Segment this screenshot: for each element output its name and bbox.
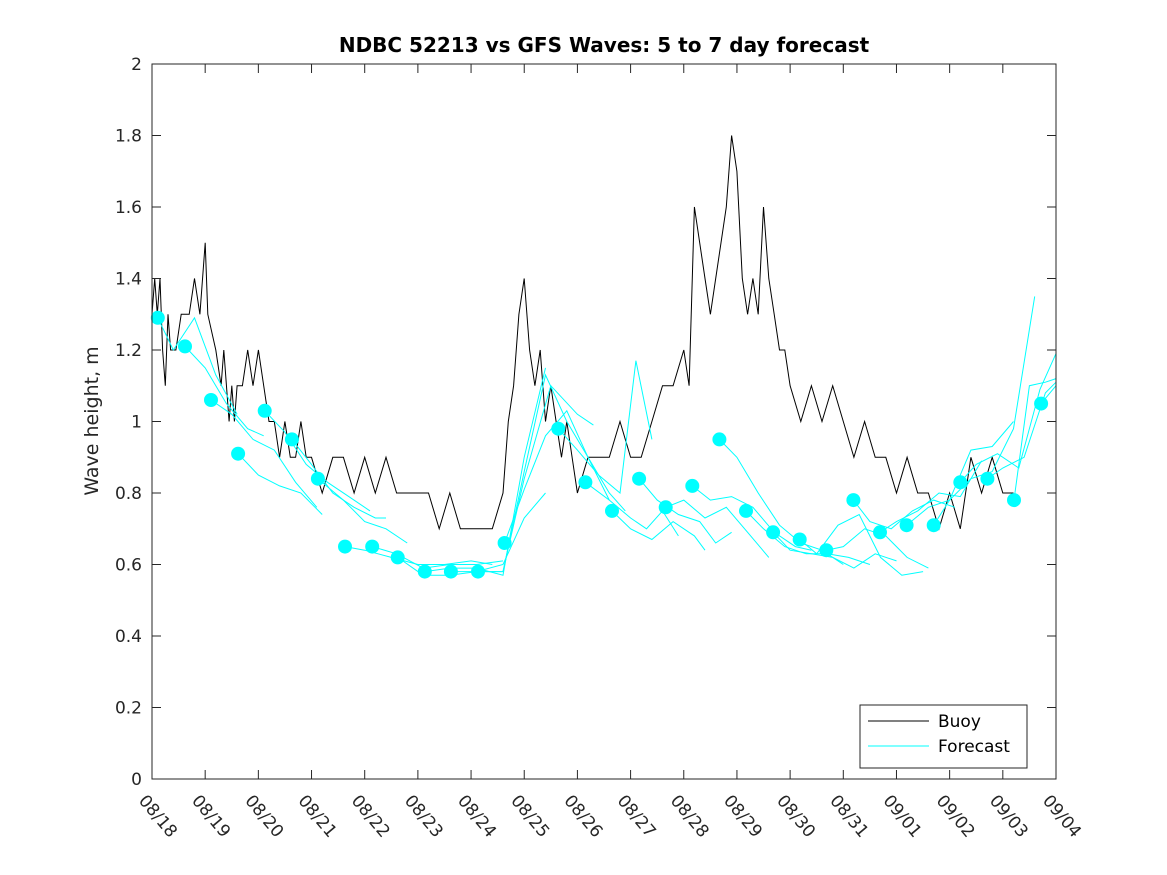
forecast-start-marker-25	[846, 493, 861, 508]
forecast-line-1	[184, 346, 264, 437]
y-tick-label: 0.4	[115, 627, 142, 647]
forecast-line-0	[157, 316, 238, 415]
forecast-start-marker-8	[365, 539, 380, 554]
forecast-line-15	[585, 481, 679, 537]
y-tick-label: 1.2	[115, 341, 142, 361]
forecast-line-31	[1013, 378, 1057, 501]
forecast-line-19	[691, 485, 812, 551]
data-layer	[150, 135, 1057, 579]
forecast-start-marker-4	[257, 403, 272, 418]
y-tick-label: 0.6	[115, 556, 142, 576]
forecast-start-marker-2	[204, 393, 218, 407]
forecast-start-marker-6	[310, 471, 325, 486]
forecast-start-marker-18	[658, 500, 673, 515]
forecast-start-marker-17	[632, 471, 647, 486]
forecast-start-marker-14	[551, 421, 566, 436]
forecast-start-marker-5	[284, 432, 299, 447]
forecast-line-13	[504, 409, 626, 544]
y-tick-label: 0	[131, 770, 142, 790]
forecast-start-marker-32	[1034, 396, 1049, 411]
forecast-line-21	[745, 510, 871, 565]
y-tick-label: 0.8	[115, 484, 142, 504]
forecast-start-marker-22	[766, 525, 781, 540]
forecast-start-marker-29	[953, 475, 968, 490]
forecast-start-marker-15	[578, 475, 593, 490]
forecast-start-marker-20	[712, 432, 727, 447]
forecast-line-25	[853, 499, 956, 530]
forecast-start-marker-30	[980, 471, 995, 486]
forecast-line-3	[237, 453, 323, 515]
forecast-start-marker-12	[471, 564, 485, 579]
legend: Buoy Forecast	[859, 704, 1028, 769]
legend-box	[859, 704, 1028, 769]
chart-title: NDBC 52213 vs GFS Waves: 5 to 7 day fore…	[339, 33, 870, 57]
forecast-start-marker-24	[819, 543, 834, 558]
forecast-line-18	[665, 499, 770, 558]
forecast-start-marker-1	[178, 339, 192, 354]
forecast-start-marker-0	[150, 310, 165, 325]
y-axis-label: Wave height, m	[81, 346, 103, 495]
forecast-line-30	[987, 381, 1057, 480]
forecast-line-22	[772, 531, 897, 569]
forecast-start-marker-3	[231, 446, 246, 461]
forecast-line-7	[344, 546, 493, 565]
forecast-start-marker-26	[873, 525, 887, 540]
y-tick-label: 2	[131, 55, 142, 75]
forecast-start-marker-9	[390, 550, 405, 565]
legend-label-buoy: Buoy	[938, 712, 981, 732]
forecast-start-marker-10	[417, 564, 432, 579]
forecast-line-6	[317, 478, 408, 544]
forecast-start-marker-13	[497, 536, 512, 550]
forecast-line-8	[372, 546, 504, 569]
forecast-start-marker-16	[605, 503, 619, 518]
forecast-line-26	[879, 460, 983, 533]
y-tick-label: 0.2	[115, 699, 142, 719]
forecast-start-marker-7	[338, 539, 352, 554]
forecast-line-29	[959, 353, 1057, 483]
forecast-start-marker-27	[899, 518, 914, 533]
forecast-start-marker-28	[926, 518, 941, 533]
legend-label-forecast: Forecast	[938, 737, 1010, 757]
forecast-line-23	[799, 513, 924, 576]
forecast-start-marker-23	[792, 532, 807, 547]
plot-area	[152, 64, 1056, 779]
forecast-line-27	[906, 421, 1014, 526]
forecast-line-14	[557, 360, 653, 494]
forecast-line-2	[210, 399, 318, 508]
forecast-start-marker-11	[443, 564, 458, 579]
forecast-line-16	[611, 510, 706, 551]
forecast-line-17	[638, 478, 732, 544]
y-tick-label: 1.4	[115, 270, 142, 290]
y-tick-label: 1.8	[115, 127, 142, 147]
y-tick-label: 1	[131, 413, 142, 433]
y-tick-label: 1.6	[115, 198, 142, 218]
buoy-series-line	[151, 135, 1014, 531]
forecast-start-marker-21	[739, 503, 753, 518]
forecast-start-marker-31	[1007, 493, 1021, 508]
forecast-start-marker-19	[685, 478, 700, 493]
